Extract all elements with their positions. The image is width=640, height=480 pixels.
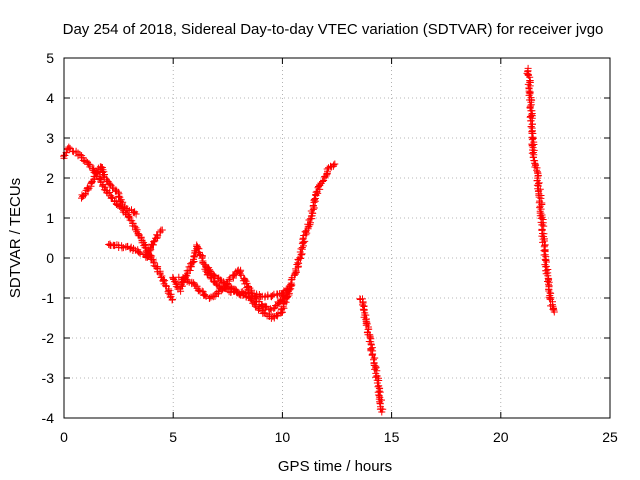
series-track-c: [105, 226, 166, 261]
data-point: [146, 244, 154, 252]
series-track-b: [78, 163, 140, 218]
data-point: [273, 311, 280, 319]
data-point: [533, 166, 541, 174]
data-point: [293, 261, 301, 268]
data-point: [211, 273, 219, 281]
data-point: [359, 301, 366, 309]
data-point: [158, 272, 166, 280]
data-points: [60, 64, 558, 416]
y-tick-label: 4: [46, 90, 54, 106]
data-point: [236, 270, 244, 278]
data-point: [277, 297, 285, 305]
data-point: [106, 189, 114, 196]
x-tick-label: 10: [275, 429, 291, 445]
y-axis-label: SDTVAR / TECUs: [7, 178, 24, 298]
chart-title: Day 254 of 2018, Sidereal Day-to-day VTE…: [63, 21, 604, 38]
y-tick-label: 5: [46, 50, 54, 66]
data-point: [527, 123, 535, 130]
data-point: [210, 271, 218, 279]
data-point: [95, 174, 103, 182]
data-point: [108, 193, 116, 201]
data-point: [297, 255, 304, 262]
data-point: [542, 257, 550, 264]
data-point: [225, 276, 233, 283]
x-tick-label: 15: [384, 429, 400, 445]
data-point: [244, 289, 252, 297]
data-point: [378, 408, 386, 416]
series-track-f: [202, 262, 295, 301]
data-point: [540, 222, 548, 230]
x-tick-label: 25: [602, 429, 618, 445]
data-point: [201, 291, 209, 299]
data-point: [135, 248, 143, 256]
data-point: [536, 204, 544, 212]
data-point: [366, 334, 374, 342]
data-point: [301, 228, 309, 236]
data-point: [309, 202, 317, 209]
data-point: [153, 231, 161, 239]
data-point: [206, 294, 214, 302]
grid-lines: [64, 58, 610, 418]
data-point: [529, 153, 537, 161]
data-point: [310, 196, 318, 204]
data-point: [131, 222, 139, 230]
y-tick-label: 3: [46, 130, 54, 146]
plot-frame: [63, 57, 611, 419]
data-point: [186, 267, 194, 274]
y-tick-label: 1: [46, 210, 54, 226]
axis-ticks: 0 5 10 15 20 25 -4 -3 -2 -1 0 1 2 3 4 5: [42, 50, 618, 445]
data-point: [365, 325, 373, 333]
data-point: [162, 282, 170, 290]
data-point: [106, 180, 114, 188]
data-point: [187, 263, 195, 271]
data-point: [124, 213, 132, 221]
data-point: [76, 151, 84, 158]
x-tick-label: 0: [60, 429, 68, 445]
data-point: [524, 71, 532, 79]
series-track-h: [523, 64, 558, 316]
data-point: [377, 396, 385, 404]
data-point: [287, 282, 295, 290]
data-point: [530, 141, 538, 148]
data-point: [371, 354, 379, 362]
data-point: [526, 90, 534, 98]
data-point: [168, 296, 176, 304]
data-point: [260, 309, 268, 317]
data-point: [331, 160, 339, 168]
data-point: [158, 226, 166, 234]
x-tick-label: 5: [169, 429, 177, 445]
data-point: [230, 271, 238, 279]
y-tick-label: 0: [46, 250, 54, 266]
data-point: [217, 286, 225, 294]
data-point: [132, 210, 140, 218]
data-point: [190, 252, 198, 260]
data-point: [528, 149, 536, 157]
series-track-a: [60, 143, 176, 304]
data-point: [153, 264, 161, 272]
data-point: [312, 188, 320, 196]
data-point: [136, 249, 144, 257]
y-tick-label: -1: [42, 290, 55, 306]
x-tick-label: 20: [493, 429, 509, 445]
y-tick-label: -2: [42, 330, 55, 346]
y-tick-label: -4: [42, 410, 55, 426]
data-point: [278, 290, 286, 298]
series-track-g: [356, 295, 387, 416]
x-axis-label: GPS time / hours: [278, 458, 392, 475]
data-point: [550, 308, 558, 316]
y-tick-label: 2: [46, 170, 54, 186]
y-tick-label: -3: [42, 370, 55, 386]
data-point: [319, 178, 327, 185]
data-point: [195, 286, 203, 294]
data-point: [65, 143, 73, 151]
data-point: [330, 161, 338, 169]
data-point: [194, 244, 202, 252]
data-point: [221, 280, 229, 288]
